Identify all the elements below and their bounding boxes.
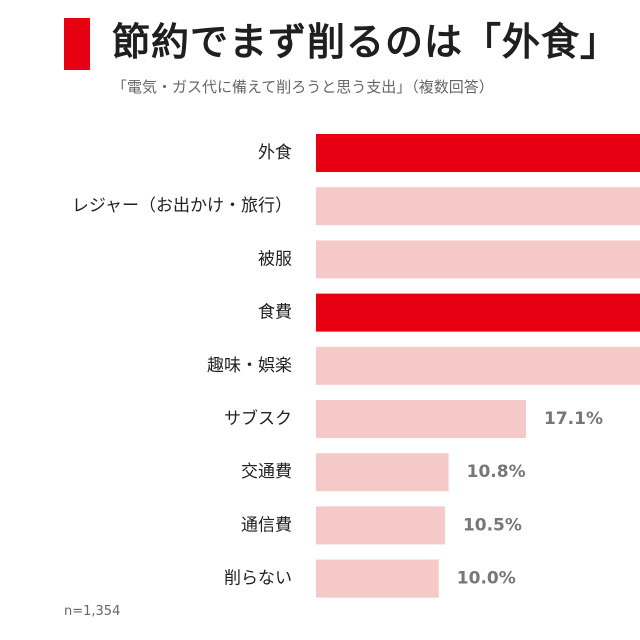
category-label-3: 被服 (258, 249, 292, 269)
category-label-1: 外食 (258, 143, 292, 163)
category-label-6: サブスク (224, 408, 292, 429)
bar-4 (316, 293, 640, 332)
bar-5 (316, 346, 640, 385)
bar-3 (316, 240, 640, 279)
value-label-7: 10.8% (467, 462, 526, 482)
category-label-8: 通信費 (241, 515, 292, 535)
bar-8 (316, 506, 445, 545)
bar-1 (316, 134, 640, 172)
bar-9 (316, 559, 439, 598)
bar-7 (316, 453, 449, 492)
value-label-9: 10.0% (457, 569, 516, 589)
chart-subtitle: 「電気・ガス代に備えて削ろうと思う支出」（複数回答） (112, 78, 494, 96)
sample-size-note: n=1,354 (64, 604, 121, 619)
value-label-6: 17.1% (544, 409, 603, 429)
category-label-4: 食費 (258, 303, 292, 323)
title-accent-block (64, 18, 90, 70)
category-label-5: 趣味・娯楽 (207, 356, 292, 376)
value-label-8: 10.5% (463, 515, 522, 535)
category-label-7: 交通費 (241, 462, 292, 482)
bar-2 (316, 187, 640, 226)
category-label-9: 削らない (224, 569, 292, 589)
category-label-2: レジャー（お出かけ・旅行） (72, 196, 292, 216)
bar-6 (316, 400, 526, 438)
chart-title: 節約でまず削るのは「外食」 (112, 20, 620, 64)
